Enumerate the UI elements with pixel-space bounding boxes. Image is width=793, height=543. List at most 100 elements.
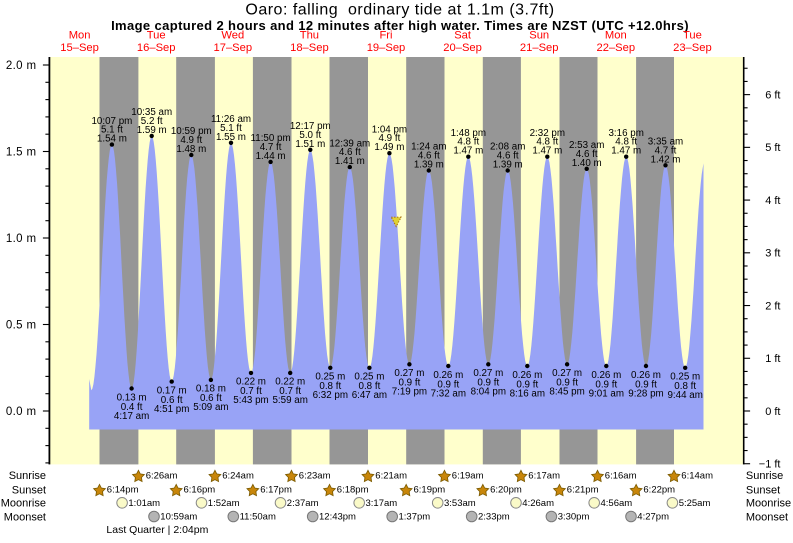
svg-text:10:59am: 10:59am [160,512,197,523]
svg-text:Wed: Wed [221,30,244,42]
svg-text:4.7 ft: 4.7 ft [260,142,282,153]
svg-text:0.27 m: 0.27 m [552,368,582,379]
svg-text:2 ft: 2 ft [765,300,780,312]
svg-text:2.0 m: 2.0 m [6,60,37,72]
svg-text:0.26 m: 0.26 m [631,370,661,381]
svg-text:19–Sep: 19–Sep [367,42,406,54]
svg-text:0.26 m: 0.26 m [433,370,463,381]
svg-text:0.8 ft: 0.8 ft [319,381,341,392]
svg-text:6:17am: 6:17am [528,470,560,481]
svg-text:0.13 m: 0.13 m [117,392,147,403]
svg-text:Image captured 2 hours and 12: Image captured 2 hours and 12 minutes af… [111,18,689,33]
svg-text:0.22 m: 0.22 m [275,377,305,388]
svg-text:0.8 ft: 0.8 ft [674,381,696,392]
svg-text:1.55 m: 1.55 m [216,132,246,143]
svg-text:Moonset: Moonset [4,511,46,523]
svg-text:6:14pm: 6:14pm [107,484,139,495]
svg-text:Mon: Mon [605,30,627,42]
svg-text:15–Sep: 15–Sep [60,42,99,54]
svg-text:4.6 ft: 4.6 ft [339,147,361,158]
svg-text:5:25am: 5:25am [679,498,711,509]
svg-text:Fri: Fri [379,30,392,42]
svg-text:5.1 ft: 5.1 ft [101,125,123,136]
svg-text:6 ft: 6 ft [765,90,780,102]
svg-text:Sat: Sat [454,30,472,42]
svg-text:4.6 ft: 4.6 ft [576,149,598,160]
svg-text:1 ft: 1 ft [765,353,780,365]
svg-text:Sunrise: Sunrise [9,470,46,482]
svg-text:4:51 pm: 4:51 pm [154,404,189,415]
svg-text:5.0 ft: 5.0 ft [299,130,321,141]
svg-text:4.8 ft: 4.8 ft [615,137,637,148]
svg-text:Sun: Sun [529,30,549,42]
svg-text:12:17 pm: 12:17 pm [290,121,331,132]
svg-text:4.6 ft: 4.6 ft [418,151,440,162]
svg-text:1.47 m: 1.47 m [611,146,641,157]
svg-text:5 ft: 5 ft [765,142,780,154]
svg-text:Mon: Mon [69,30,91,42]
svg-text:1.0 m: 1.0 m [6,233,37,245]
svg-text:8:45 pm: 8:45 pm [549,387,584,398]
svg-text:0.5 m: 0.5 m [6,320,37,332]
svg-text:2:53 am: 2:53 am [569,140,604,151]
svg-text:3 ft: 3 ft [765,248,780,260]
svg-text:1:52am: 1:52am [208,498,240,509]
svg-text:0.7 ft: 0.7 ft [279,386,301,397]
svg-text:4.8 ft: 4.8 ft [536,137,558,148]
svg-text:22–Sep: 22–Sep [597,42,636,54]
svg-text:Moonset: Moonset [746,511,788,523]
svg-text:6:26am: 6:26am [146,470,178,481]
svg-text:0.9 ft: 0.9 ft [477,378,499,389]
svg-text:6:20pm: 6:20pm [490,484,522,495]
svg-text:1.59 m: 1.59 m [137,125,167,136]
svg-text:0.27 m: 0.27 m [473,368,503,379]
svg-text:4.9 ft: 4.9 ft [379,133,401,144]
svg-text:3:17am: 3:17am [366,498,398,509]
svg-text:Thu: Thu [300,30,319,42]
svg-text:0 ft: 0 ft [765,406,780,418]
svg-text:Tue: Tue [683,30,702,42]
svg-text:12:43pm: 12:43pm [319,512,356,523]
svg-text:5:43 pm: 5:43 pm [233,395,268,406]
svg-text:4.9 ft: 4.9 ft [180,135,202,146]
svg-text:0.17 m: 0.17 m [157,385,187,396]
svg-text:1:01am: 1:01am [128,498,160,509]
svg-text:10:59 pm: 10:59 pm [171,126,212,137]
svg-text:0.25 m: 0.25 m [315,372,345,383]
svg-text:16–Sep: 16–Sep [137,42,176,54]
svg-text:Sunrise: Sunrise [746,470,783,482]
svg-text:2:37am: 2:37am [287,498,319,509]
svg-text:6:16pm: 6:16pm [184,484,216,495]
svg-text:0.0 m: 0.0 m [6,406,37,418]
svg-text:3:53am: 3:53am [444,498,476,509]
svg-text:1:48 pm: 1:48 pm [451,128,486,139]
svg-text:4:17 am: 4:17 am [114,411,149,422]
svg-text:20–Sep: 20–Sep [443,42,482,54]
svg-text:0.26 m: 0.26 m [591,370,621,381]
svg-text:11:50am: 11:50am [240,512,276,523]
svg-text:1.47 m: 1.47 m [532,146,562,157]
svg-text:6:47 am: 6:47 am [352,390,387,401]
svg-text:6:22pm: 6:22pm [643,484,675,495]
svg-text:0.26 m: 0.26 m [512,370,542,381]
svg-text:10:35 am: 10:35 am [131,107,172,118]
svg-text:0.9 ft: 0.9 ft [516,379,538,390]
svg-text:6:14am: 6:14am [681,470,713,481]
svg-text:Last Quarter | 2:04pm: Last Quarter | 2:04pm [106,524,208,536]
svg-text:Sunset: Sunset [12,484,46,496]
svg-text:0.9 ft: 0.9 ft [635,379,657,390]
svg-text:0.8 ft: 0.8 ft [359,381,381,392]
svg-text:0.6 ft: 0.6 ft [200,393,222,404]
svg-text:4.8 ft: 4.8 ft [457,137,479,148]
svg-text:4.7 ft: 4.7 ft [655,145,677,156]
svg-text:0.22 m: 0.22 m [236,377,266,388]
svg-text:1:24 am: 1:24 am [411,142,446,153]
svg-text:2:32 pm: 2:32 pm [530,128,565,139]
svg-text:12:39 am: 12:39 am [329,138,370,149]
svg-text:1.39 m: 1.39 m [414,160,444,171]
svg-text:1:04 pm: 1:04 pm [372,124,407,135]
svg-text:3:30pm: 3:30pm [558,512,590,523]
svg-text:1.44 m: 1.44 m [256,151,286,162]
svg-text:−1 ft: −1 ft [759,459,781,471]
svg-text:2:33pm: 2:33pm [478,512,510,523]
